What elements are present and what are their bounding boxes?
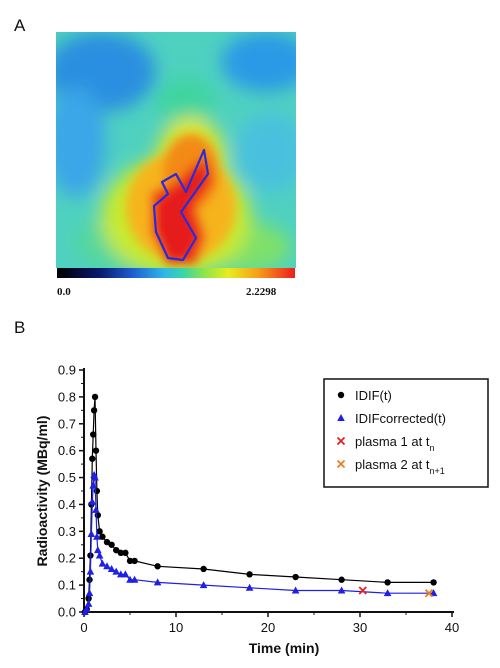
legend-label-subscript: n	[429, 443, 434, 453]
series-plasma-1-at-t	[358, 586, 367, 595]
panel-b-label: B	[14, 318, 26, 337]
x-tick-label: 40	[445, 620, 459, 635]
y-tick-label: 0.6	[58, 443, 76, 458]
series-idifcorrected-t-point	[94, 546, 102, 554]
x-tick-label: 30	[353, 620, 367, 635]
series-idifcorrected-t-point	[86, 567, 95, 575]
series-idif-t-point	[122, 549, 129, 557]
legend-label: plasma 1 at tn	[355, 434, 434, 453]
series-plasma-1-at-t-point	[358, 586, 367, 595]
legend-box	[323, 378, 489, 488]
y-tick-label: 0.1	[58, 578, 76, 593]
x-marker-stroke	[358, 586, 367, 595]
series-idif-t-point	[91, 393, 99, 401]
y-tick-label: 0.2	[58, 551, 76, 566]
series-idifcorrected-t-point	[92, 505, 100, 513]
series-idifcorrected-t-point	[93, 532, 101, 540]
y-tick-label: 0.8	[58, 389, 76, 404]
series-idif-t-point	[200, 565, 207, 573]
series-idif-t-point	[430, 579, 437, 586]
series-idif-t-point	[90, 431, 97, 438]
radioactivity-chart: 0.0 0.1 0.2 0.3 0.4 0.5 0.6 0.7 0.8 0.9 0 10 20 30 40 T…	[34, 363, 489, 657]
y-tick-label: 0.5	[58, 470, 76, 485]
series-idifcorrected-t-point	[153, 578, 162, 586]
legend-marker	[336, 459, 346, 469]
series-idif-t-point	[126, 557, 134, 565]
y-tick-label: 0.0	[58, 605, 76, 620]
y-tick-label: 0.9	[58, 363, 76, 378]
legend-label: IDIF(t)	[355, 388, 392, 403]
series-idifcorrected-t-point	[291, 586, 300, 594]
series-idif-t-point	[292, 573, 299, 581]
pet-heatmap-image	[56, 32, 296, 268]
legend-label-subscript: n+1	[429, 466, 444, 476]
series-idifcorrected-t-point	[89, 481, 97, 489]
roi-outline	[152, 148, 210, 262]
series-idif-t-point	[154, 563, 161, 570]
legend-marker	[337, 391, 345, 399]
series-idif-t-point	[246, 571, 253, 578]
series-idifcorrected-t-point	[85, 589, 94, 597]
series-idif-t-point	[92, 447, 100, 454]
x-marker-stroke	[336, 459, 346, 469]
legend-marker	[337, 414, 345, 421]
series-idifcorrected-t-point	[245, 583, 254, 591]
axes: 0.0 0.1 0.2 0.3 0.4 0.5 0.6 0.7 0.8 0.9 0 10 20 30 40 T…	[34, 363, 459, 657]
series-idifcorrected-t-point	[121, 570, 130, 578]
x-tick-label: 10	[169, 620, 183, 635]
series-idifcorrected-t-point	[88, 497, 97, 505]
series-idifcorrected-t-point	[91, 473, 99, 481]
series-idif-t-point	[90, 407, 98, 414]
series-idifcorrected-t-point	[95, 551, 104, 559]
series-idifcorrected-t-point	[429, 589, 438, 597]
series-idif-t-point	[99, 533, 106, 540]
series-layer	[81, 393, 438, 616]
series-idifcorrected-t-point	[103, 562, 111, 570]
colorbar	[57, 268, 295, 278]
series-plasma-2-at-t	[424, 589, 434, 598]
panel-a-label: A	[14, 16, 26, 35]
series-idifcorrected-t-point	[130, 575, 139, 583]
series-idif-t-point	[93, 487, 101, 495]
legend-label: plasma 2 at tn+1	[355, 457, 445, 476]
series-idifcorrected-t-point	[383, 589, 392, 597]
series-idifcorrected-t-point	[112, 567, 120, 575]
colorbar-min-label: 0.0	[57, 286, 71, 298]
x-marker-stroke	[424, 589, 434, 598]
x-tick-label: 0	[80, 620, 87, 635]
series-idif-t-point	[384, 579, 391, 586]
x-tick-label: 20	[261, 620, 275, 635]
x-axis-title: Time (min)	[249, 640, 320, 656]
x-marker-stroke	[336, 436, 346, 446]
colorbar-max-label: 2.2298	[246, 286, 277, 298]
series-idif-t-point	[108, 541, 115, 548]
y-tick-label: 0.3	[58, 524, 76, 539]
series-idifcorrected-t	[81, 470, 438, 615]
series-idifcorrected-t-point	[199, 581, 208, 589]
series-idifcorrected-t-point	[82, 605, 91, 613]
y-tick-label: 0.7	[58, 416, 76, 431]
legend-marker	[336, 436, 346, 446]
series-idifcorrected-t-line	[84, 474, 434, 613]
series-idifcorrected-t-point	[337, 586, 346, 594]
series-idif-t-point	[131, 557, 138, 565]
series-plasma-2-at-t-point	[424, 589, 434, 598]
series-idif-t-point	[117, 549, 125, 557]
series-idif-t-point	[96, 528, 103, 535]
series-idifcorrected-t-point	[107, 564, 116, 572]
series-idifcorrected-t-point	[98, 559, 107, 567]
legend-label: IDIFcorrected(t)	[355, 411, 446, 426]
y-axis-title: Radioactivity (MBq/ml)	[34, 416, 50, 567]
series-idif-t-point	[338, 576, 345, 583]
series-idif-t-point	[89, 455, 96, 462]
y-tick-label: 0.4	[58, 497, 76, 512]
series-idifcorrected-t-point	[87, 530, 96, 538]
legend: IDIF(t) IDIFcorrected(t) plasma 1 at tn pla…	[323, 378, 489, 488]
series-idifcorrected-t-point	[84, 599, 93, 607]
